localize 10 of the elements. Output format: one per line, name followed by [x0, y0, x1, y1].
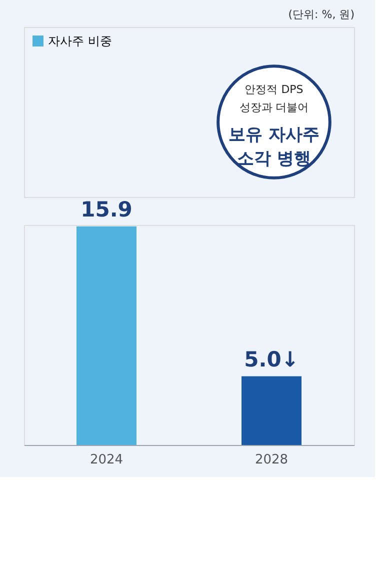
text: 보유 자사주: [228, 125, 320, 145]
x-tick-label: 2028: [254, 452, 288, 468]
text: 안정적 DPS: [244, 83, 304, 96]
text: 성장과 더불어: [239, 101, 309, 114]
data-label: 15.9: [80, 197, 132, 222]
text: 소각 병행: [237, 149, 311, 169]
chart-subtitle: (단위: %, 원): [288, 8, 354, 21]
x-tick-label: 2024: [90, 452, 124, 468]
data-label: 5.0↓: [244, 347, 299, 372]
legend-label: 자사주 비중: [48, 34, 112, 48]
